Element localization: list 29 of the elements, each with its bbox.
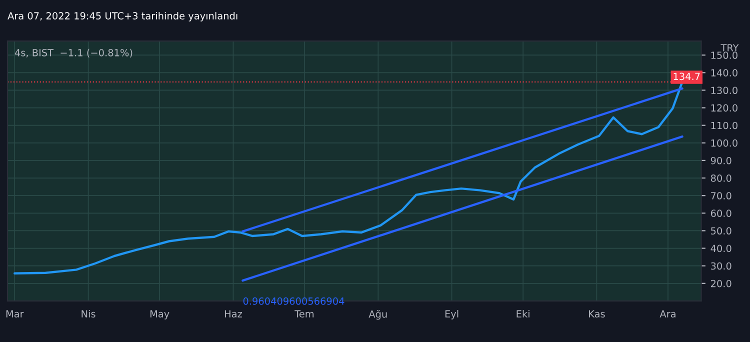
chart-subtitle: Ara 07, 2022 19:45 UTC+3 tarihinde yayınlandı (8, 12, 238, 22)
x-tick-label: Kas (589, 310, 605, 318)
annotation: 0.960409600566904 (243, 297, 344, 305)
y-tick-label: 90.0 (710, 156, 732, 164)
y-tick-label: 50.0 (711, 227, 732, 235)
y-tick-label: 20.0 (710, 280, 732, 288)
x-tick-label: Tem (294, 310, 314, 318)
y-tick-label: 140.0 (711, 69, 738, 76)
y-tick-label: 100.0 (711, 139, 738, 147)
x-tick-label: Eyl (445, 310, 458, 320)
text: 4s, BIST −1.1 (−0.81%) (14, 48, 132, 58)
y-tick-label: 40.0 (710, 244, 732, 252)
y-tick-label: 110.0 (711, 122, 738, 130)
y-tick-label: 70.0 (711, 192, 732, 200)
x-tick-label: Ağu (368, 310, 387, 320)
x-tick-label: Nis (82, 310, 96, 318)
ref-line-label: 134.7 (674, 72, 700, 80)
y-tick-label: 60.0 (710, 210, 732, 217)
y-tick-label: 30.0 (711, 262, 732, 270)
y-tick-label: 130.0 (711, 86, 738, 94)
x-tick-label: Ara (660, 310, 676, 318)
y-tick-label: 150.0 (711, 52, 738, 59)
y-tick-label: 120.0 (711, 104, 738, 112)
x-tick-label: Haz (224, 310, 242, 318)
y-tick-label: 80.0 (710, 174, 732, 182)
x-tick-label: Eki (516, 310, 530, 318)
y-axis-title: TRY (720, 44, 739, 52)
x-tick-label: Mar (6, 310, 24, 318)
x-tick-label: May (150, 310, 170, 320)
